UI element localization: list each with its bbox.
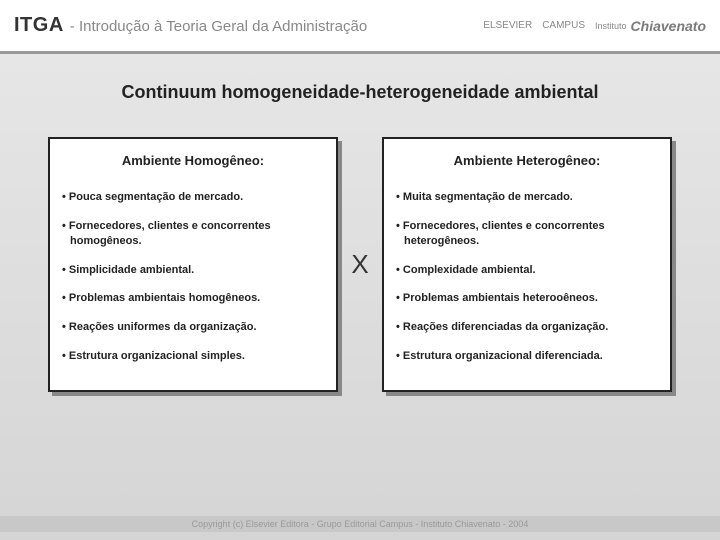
chiavenato-label: Chiavenato: [631, 18, 706, 34]
left-panel-title: Ambiente Homogêneo:: [62, 153, 324, 168]
list-item: • Muita segmentação de mercado.: [396, 190, 658, 205]
right-panel: Ambiente Heterogêneo: • Muita segmentaçã…: [382, 137, 672, 392]
list-item: • Complexidade ambiental.: [396, 263, 658, 278]
instituto-label: Instituto: [595, 21, 627, 31]
header-left: ITGA - Introdução à Teoria Geral da Admi…: [14, 14, 367, 37]
comparison-container: Ambiente Homogêneo: • Pouca segmentação …: [0, 137, 720, 392]
divider-x: X: [338, 137, 382, 392]
list-item: • Simplicidade ambiental.: [62, 263, 324, 278]
slide-title: Continuum homogeneidade-heterogeneidade …: [0, 82, 720, 103]
chiavenato-logo: Instituto Chiavenato: [595, 18, 706, 34]
header-subtitle: - Introdução à Teoria Geral da Administr…: [70, 18, 367, 35]
right-list: • Muita segmentação de mercado. • Fornec…: [396, 190, 658, 364]
list-item: • Estrutura organizacional simples.: [62, 349, 324, 364]
header-bar: ITGA - Introdução à Teoria Geral da Admi…: [0, 0, 720, 54]
list-item: • Problemas ambientais homogêneos.: [62, 291, 324, 306]
list-item: • Problemas ambientais heterooêneos.: [396, 291, 658, 306]
list-item: • Estrutura organizacional diferenciada.: [396, 349, 658, 364]
right-panel-title: Ambiente Heterogêneo:: [396, 153, 658, 168]
campus-logo: CAMPUS: [542, 20, 585, 31]
list-item: • Reações diferenciadas da organização.: [396, 320, 658, 335]
list-item: • Fornecedores, clientes e concorrentes …: [62, 219, 324, 249]
left-list: • Pouca segmentação de mercado. • Fornec…: [62, 190, 324, 364]
list-item: • Fornecedores, clientes e concorrentes …: [396, 219, 658, 249]
brand: ITGA: [14, 14, 64, 37]
footer-copyright: Copyright (c) Elsevier Editora - Grupo E…: [0, 516, 720, 532]
list-item: • Pouca segmentação de mercado.: [62, 190, 324, 205]
list-item: • Reações uniformes da organização.: [62, 320, 324, 335]
header-logos: ELSEVIER CAMPUS Instituto Chiavenato: [483, 18, 706, 34]
left-panel: Ambiente Homogêneo: • Pouca segmentação …: [48, 137, 338, 392]
elsevier-logo: ELSEVIER: [483, 20, 532, 31]
